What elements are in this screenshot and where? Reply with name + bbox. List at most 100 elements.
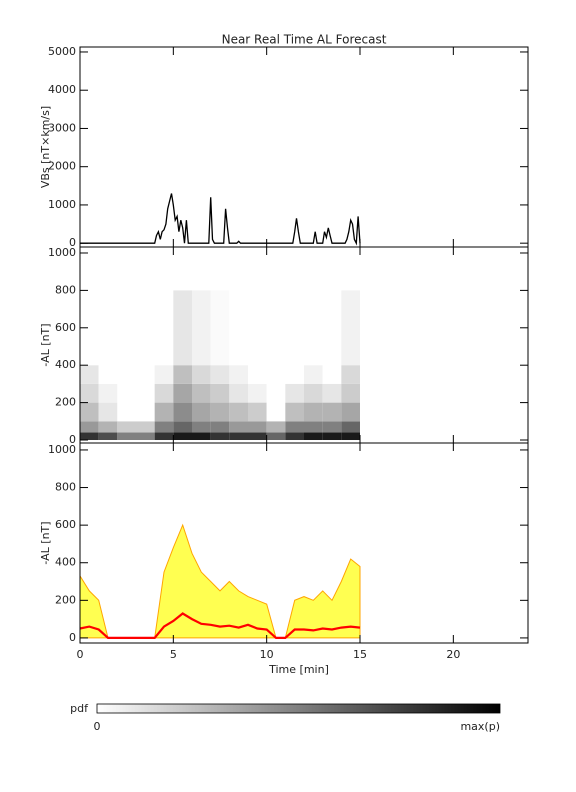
- heat-cell: [154, 290, 174, 366]
- heat-cell: [341, 432, 360, 441]
- x-tick-label: 10: [260, 648, 274, 661]
- heat-cell: [229, 365, 248, 384]
- y-tick-label: 400: [55, 556, 76, 569]
- heat-cell: [98, 432, 118, 441]
- heat-cell: [304, 402, 323, 422]
- heat-cell: [266, 290, 286, 366]
- heat-cell: [80, 365, 99, 384]
- heat-cell: [154, 383, 174, 403]
- heat-cell: [210, 383, 230, 403]
- heat-cell: [341, 365, 360, 384]
- heat-cell: [154, 432, 174, 441]
- heat-cell: [80, 421, 99, 433]
- y-tick-label: 800: [55, 481, 76, 494]
- y-axis-label: VBs [nT×km/s]: [39, 106, 52, 188]
- heat-cell: [248, 402, 267, 422]
- chart-title: Near Real Time AL Forecast: [222, 33, 387, 47]
- x-tick-label: 5: [170, 648, 177, 661]
- heat-cell: [173, 421, 192, 433]
- heat-cell: [285, 383, 304, 403]
- heat-cell: [192, 421, 211, 433]
- heat-cell: [248, 365, 267, 384]
- y-tick-label: 600: [55, 321, 76, 334]
- heat-cell: [173, 290, 192, 366]
- heat-cell: [210, 432, 230, 441]
- heat-cell: [154, 402, 174, 422]
- y-tick-label: 2000: [48, 160, 76, 173]
- heat-cell: [117, 383, 136, 403]
- y-tick-label: 400: [55, 358, 76, 371]
- heat-cell: [117, 432, 136, 441]
- heat-cell: [192, 365, 211, 384]
- heat-cell: [341, 383, 360, 403]
- heat-cell: [266, 365, 286, 384]
- y-tick-label: 0: [69, 236, 76, 249]
- heat-cell: [192, 432, 211, 441]
- heat-cell: [80, 402, 99, 422]
- heat-cell: [285, 365, 304, 384]
- heat-cell: [173, 432, 192, 441]
- heat-cell: [341, 290, 360, 366]
- heat-cell: [136, 290, 155, 366]
- heat-cell: [304, 383, 323, 403]
- heat-cell: [80, 383, 99, 403]
- heat-cell: [304, 290, 323, 366]
- heat-cell: [98, 290, 118, 366]
- heat-cell: [136, 432, 155, 441]
- heat-cell: [248, 421, 267, 433]
- heat-cell: [173, 402, 192, 422]
- heat-cell: [210, 290, 230, 366]
- colorbar-max: max(p): [460, 720, 500, 733]
- median-line: [79, 612, 361, 639]
- upper-band: [79, 523, 361, 639]
- heat-cell: [322, 365, 342, 384]
- heat-cell: [304, 421, 323, 433]
- y-tick-label: 200: [55, 593, 76, 606]
- heat-cell: [192, 290, 211, 366]
- heat-cell: [98, 365, 118, 384]
- heat-cell: [192, 383, 211, 403]
- y-tick-label: 1000: [48, 443, 76, 456]
- y-axis-label: -AL [nT]: [39, 323, 52, 366]
- heat-cell: [285, 290, 304, 366]
- heat-cell: [322, 432, 342, 441]
- heat-cell: [136, 365, 155, 384]
- heat-cell: [173, 365, 192, 384]
- heat-cell: [304, 365, 323, 384]
- heat-cell: [266, 421, 286, 433]
- colorbar-label: pdf: [70, 702, 89, 715]
- heat-cell: [285, 421, 304, 433]
- y-tick-label: 0: [69, 433, 76, 446]
- heat-cell: [266, 383, 286, 403]
- heat-cell: [322, 402, 342, 422]
- heat-cell: [136, 383, 155, 403]
- heat-cell: [210, 421, 230, 433]
- y-tick-label: 600: [55, 518, 76, 531]
- y-tick-label: 1000: [48, 198, 76, 211]
- heat-cell: [98, 402, 118, 422]
- heat-cell: [136, 421, 155, 433]
- y-tick-label: 200: [55, 396, 76, 409]
- heat-cell: [304, 432, 323, 441]
- heat-cell: [154, 365, 174, 384]
- x-tick-label: 15: [353, 648, 367, 661]
- heat-cell: [285, 402, 304, 422]
- heat-cell: [229, 432, 248, 441]
- heat-cell: [117, 402, 136, 422]
- y-tick-label: 4000: [48, 83, 76, 96]
- heat-cell: [229, 421, 248, 433]
- colorbar-min: 0: [94, 720, 101, 733]
- heat-cell: [285, 432, 304, 441]
- heat-cell: [341, 421, 360, 433]
- heat-cell: [341, 402, 360, 422]
- heat-cell: [173, 383, 192, 403]
- heat-cell: [192, 402, 211, 422]
- heat-cell: [229, 383, 248, 403]
- heat-cell: [248, 290, 267, 366]
- y-tick-label: 1000: [48, 246, 76, 259]
- x-tick-label: 0: [77, 648, 84, 661]
- heat-cell: [98, 383, 118, 403]
- plot-frame: [79, 46, 529, 248]
- plot-frame: [79, 442, 529, 644]
